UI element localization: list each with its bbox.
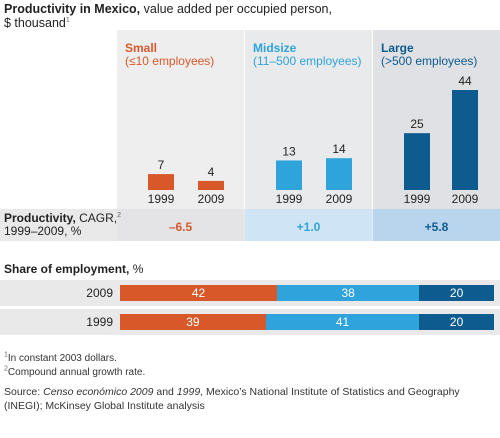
x-tick-label: 1999: [148, 192, 175, 206]
x-tick-label: 2009: [452, 192, 479, 206]
x-tick-label: 1999: [276, 192, 303, 206]
bar-value-label: 13: [282, 144, 296, 158]
cagr-value-small: –6.5: [168, 220, 193, 234]
cagr-label: Productivity, CAGR,2 1999–2009, %: [4, 212, 121, 238]
footnote-marker: 1: [4, 351, 8, 359]
cagr-label-period: 1999–2009, %: [4, 224, 82, 238]
bar-large-2009: [452, 90, 478, 190]
stack-segment-large: 20: [419, 314, 494, 330]
stacked-bar-1999: 39 41 20: [120, 314, 494, 330]
x-tick-label: 2009: [326, 192, 353, 206]
title-bold: Productivity in Mexico,: [4, 2, 141, 16]
bar-midsize-1999: [276, 160, 302, 190]
segment-subtitle: (>500 employees): [381, 54, 478, 68]
share-title-bold: Share of employment,: [4, 262, 130, 276]
x-tick-label: 2009: [198, 192, 225, 206]
source-rest: , Mexico’s National Institute of Statist…: [4, 386, 460, 412]
bar-value-label: 25: [410, 117, 424, 131]
source-prefix: Source:: [4, 386, 44, 398]
share-row-label: 1999: [86, 315, 113, 329]
stack-segment-midsize: 38: [277, 285, 420, 301]
segment-name: Large: [381, 41, 414, 55]
cagr-label-rest: CAGR,: [75, 211, 118, 225]
footnote-2: 2Compound annual growth rate.: [4, 365, 146, 378]
cagr-cell-large: [373, 209, 500, 241]
stacked-bar-2009: 42 38 20: [120, 285, 494, 301]
footnote-text: In constant 2003 dollars.: [7, 353, 117, 364]
cagr-value-large: +5.8: [424, 220, 449, 234]
share-row-label: 2009: [86, 286, 113, 300]
segment-name: Small: [125, 41, 158, 55]
cagr-footnote-marker: 2: [117, 212, 122, 219]
share-title-unit: %: [129, 262, 144, 276]
segment-subtitle: (≤10 employees): [125, 54, 215, 68]
cagr-value-midsize: +1.0: [296, 220, 321, 234]
panel-midsize-header: Midsize (11–500 employees): [253, 42, 362, 68]
title-unit: $ thousand: [4, 16, 66, 30]
panel-small-header: Small (≤10 employees): [125, 42, 214, 68]
panel-large-header: Large (>500 employees): [381, 42, 477, 68]
source-title-1: Censo económico 2009: [43, 386, 154, 398]
panel-small: Small (≤10 employees): [117, 30, 244, 241]
stack-segment-small: 42: [120, 285, 278, 301]
stack-segment-midsize: 41: [265, 314, 420, 330]
panel-large: Large (>500 employees): [373, 30, 500, 241]
bar-value-label: 4: [208, 165, 215, 179]
stack-segment-small: 39: [120, 314, 266, 330]
source-note: Source: Censo económico 2009 and 1999, M…: [4, 385, 494, 413]
bar-value-label: 7: [158, 158, 165, 172]
source-title-2: 1999: [176, 386, 201, 398]
cagr-label-bold: Productivity,: [4, 211, 76, 225]
chart-title: Productivity in Mexico, value added per …: [4, 2, 332, 30]
title-footnote-marker: 1: [65, 16, 70, 24]
bar-small-1999: [148, 174, 174, 190]
bar-midsize-2009: [326, 158, 352, 190]
footnote-1: 1In constant 2003 dollars.: [4, 351, 117, 364]
stack-segment-large: 20: [419, 285, 494, 301]
x-tick-label: 1999: [404, 192, 431, 206]
source-and: and: [153, 386, 177, 398]
title-rest: value added per occupied person,: [140, 2, 332, 16]
segment-name: Midsize: [253, 41, 297, 55]
share-title: Share of employment, %: [4, 262, 143, 276]
cagr-cell-midsize: [245, 209, 372, 241]
bar-value-label: 44: [458, 74, 472, 88]
productivity-bar-chart: 7 1999 4 2009 13 1999 14 2009 25 1999 44 2009: [148, 74, 479, 206]
cagr-cell-small: [117, 209, 244, 241]
segment-subtitle: (11–500 employees): [253, 54, 362, 68]
bar-large-1999: [404, 133, 430, 190]
footnote-text: Compound annual growth rate.: [7, 367, 146, 378]
footnote-marker: 2: [4, 365, 8, 373]
panel-midsize: Midsize (11–500 employees): [245, 30, 372, 241]
bar-value-label: 14: [332, 142, 346, 156]
bar-small-2009: [198, 180, 224, 190]
